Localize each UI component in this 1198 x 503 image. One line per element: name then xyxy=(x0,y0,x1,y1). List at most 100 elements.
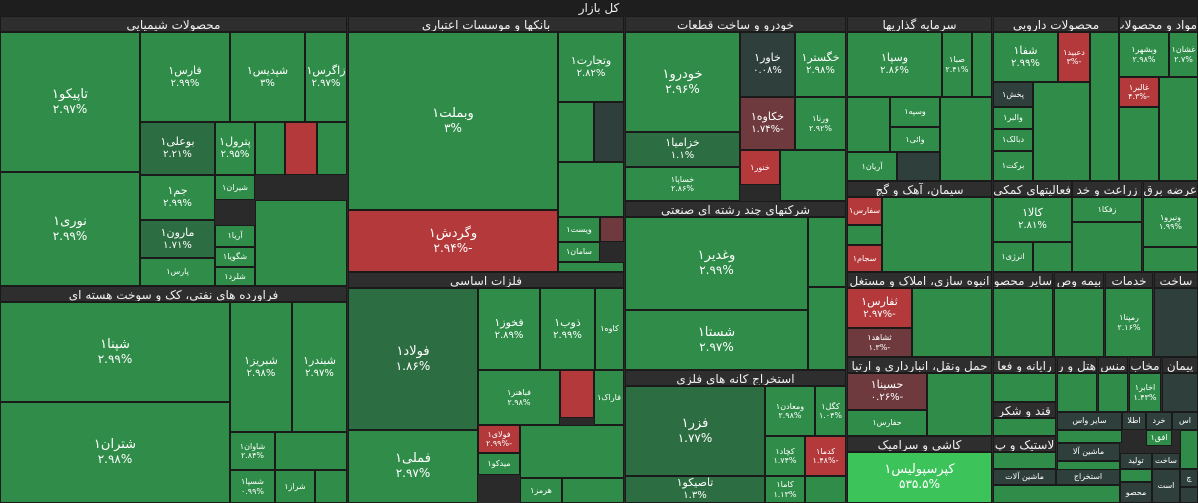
stock-tile[interactable]: کگل۱ ۱.۰۴% xyxy=(815,386,846,436)
stock-tile-unlabeled[interactable] xyxy=(993,418,1056,436)
stock-tile[interactable]: تاصیکو۱ ۱.۳% xyxy=(625,476,765,503)
stock-tile-unlabeled[interactable] xyxy=(285,122,317,175)
stock-tile[interactable]: است xyxy=(1152,469,1180,503)
stock-tile[interactable]: تولید xyxy=(1120,453,1152,469)
stock-tile-unlabeled[interactable] xyxy=(808,217,846,287)
sector-header[interactable]: عرضه برق، xyxy=(1143,181,1198,197)
stock-tile[interactable]: خنور۱ xyxy=(740,150,780,185)
stock-tile[interactable]: شسپا۱ ۰.۹۹% xyxy=(230,470,275,503)
stock-tile[interactable]: فاراک۱ xyxy=(594,370,624,425)
stock-tile[interactable]: کاوه۱ xyxy=(595,288,624,370)
stock-tile-unlabeled[interactable] xyxy=(558,162,624,217)
stock-tile[interactable]: ونیرو۱ ۱.۹۹% xyxy=(1143,197,1198,247)
sector-header[interactable]: استخراج کانه های فلزی xyxy=(625,370,846,386)
sector-header[interactable]: محصولات دارویی xyxy=(993,16,1119,32)
stock-tile-unlabeled[interactable] xyxy=(315,470,347,503)
stock-tile[interactable]: ورنا۱ ۲.۹۲% xyxy=(795,97,846,150)
stock-tile[interactable]: میدکو۱ xyxy=(478,453,520,475)
stock-tile[interactable]: محصو xyxy=(1120,482,1152,503)
stock-tile[interactable]: استخراج xyxy=(1056,469,1120,485)
stock-tile-unlabeled[interactable] xyxy=(520,425,624,478)
stock-tile[interactable]: حفارس۱ xyxy=(847,410,927,436)
stock-tile-unlabeled[interactable] xyxy=(1072,222,1142,272)
sector-header[interactable]: پیمان xyxy=(1162,357,1198,373)
sector-header[interactable]: فعالیتهای کمکی xyxy=(993,181,1072,197)
stock-tile[interactable]: خودرو۱ ۲.۹۶% xyxy=(625,32,740,132)
stock-tile-unlabeled[interactable] xyxy=(1143,247,1198,272)
stock-tile-unlabeled[interactable] xyxy=(993,288,1053,357)
stock-tile[interactable]: فزر۱ ۱.۷۷% xyxy=(625,386,765,476)
stock-tile[interactable]: ثشاهد۱ -۱.۳% xyxy=(847,328,912,357)
stock-tile[interactable]: ماشین آلا xyxy=(1057,443,1120,461)
sector-header[interactable]: محصولات شیمیایی xyxy=(0,16,347,32)
sector-header[interactable]: قند و شکر xyxy=(993,402,1056,418)
stock-tile[interactable]: چ xyxy=(1180,469,1198,487)
stock-tile[interactable]: خکاوه۱ -۱.۷۴% xyxy=(740,97,795,150)
stock-tile-unlabeled[interactable] xyxy=(317,122,347,175)
sector-header[interactable]: منس xyxy=(1098,357,1128,373)
stock-tile[interactable]: وگردش۱ -۲.۹۴% xyxy=(348,210,558,272)
stock-tile[interactable]: اس xyxy=(1172,412,1198,430)
stock-tile[interactable]: وسپه۱ xyxy=(890,97,940,127)
stock-tile[interactable]: فملی۱ ۲.۹۷% xyxy=(348,430,478,503)
stock-tile[interactable]: هرمز۱ xyxy=(520,478,562,503)
sector-header[interactable]: مواد و محصولات غذایی xyxy=(1119,16,1198,32)
stock-tile[interactable]: صبا۱ ۲.۴۱% xyxy=(942,32,972,97)
stock-tile-unlabeled[interactable] xyxy=(1154,288,1198,357)
stock-tile-unlabeled[interactable] xyxy=(1054,288,1104,357)
stock-tile[interactable]: زفکا۱ xyxy=(1072,197,1142,222)
stock-tile[interactable]: ساخت xyxy=(1152,453,1180,469)
stock-tile-unlabeled[interactable] xyxy=(1033,242,1072,272)
stock-tile-unlabeled[interactable] xyxy=(940,97,992,181)
stock-tile[interactable]: کچاد۱ ۱.۷۴% xyxy=(765,436,805,476)
stock-tile[interactable]: شپدیس۱ ۳% xyxy=(230,32,305,122)
stock-tile-unlabeled[interactable] xyxy=(1098,373,1128,412)
stock-tile-unlabeled[interactable] xyxy=(912,288,992,357)
stock-tile[interactable]: شپنا۱ ۲.۹۹% xyxy=(0,302,230,402)
sector-header[interactable]: کاشی و سرامیک xyxy=(847,436,992,452)
stock-tile-unlabeled[interactable] xyxy=(558,262,624,272)
stock-tile-unlabeled[interactable] xyxy=(1162,373,1198,412)
stock-tile[interactable]: کدما۱ -۱.۴۸% xyxy=(805,436,846,476)
stock-tile[interactable]: ومعادن۱ ۲.۹۸% xyxy=(765,386,815,436)
stock-tile-unlabeled[interactable] xyxy=(927,373,992,436)
stock-tile[interactable]: انرژی۱ xyxy=(993,242,1033,272)
sector-header[interactable]: لاستیک و پ xyxy=(993,436,1056,452)
sector-header[interactable]: فلزات اساسی xyxy=(348,272,624,288)
stock-tile[interactable]: فباهنر۱ ۲.۹۸% xyxy=(478,370,560,425)
stock-tile-unlabeled[interactable] xyxy=(1057,430,1122,443)
stock-tile[interactable]: ثفارس۱ -۲.۹۷% xyxy=(847,288,912,328)
stock-tile-unlabeled[interactable] xyxy=(1120,469,1152,482)
stock-tile[interactable]: برکت۱ xyxy=(993,151,1033,181)
stock-tile-unlabeled[interactable] xyxy=(1033,82,1090,181)
sector-header[interactable]: بیمه وص xyxy=(1054,272,1104,288)
sector-header[interactable]: خودرو و ساخت قطعات xyxy=(625,16,846,32)
sector-header[interactable]: فراورده های نفتی، کک و سوخت هسته ای xyxy=(0,286,347,302)
stock-tile[interactable]: خگستر۱ ۲.۹۸% xyxy=(795,32,846,97)
stock-tile[interactable]: وبشهر۱ ۲.۹۸% xyxy=(1119,32,1169,77)
sector-header[interactable]: حمل ونقل، انبارداری و ارتبا xyxy=(847,357,992,373)
sector-header[interactable]: مخاب xyxy=(1129,357,1161,373)
stock-tile-unlabeled[interactable] xyxy=(1180,430,1198,469)
stock-tile[interactable]: سایر واس xyxy=(1057,412,1122,430)
sector-header[interactable]: زراعت و خد xyxy=(1072,181,1142,197)
stock-tile-unlabeled[interactable] xyxy=(805,476,846,503)
sector-header[interactable]: ساخت xyxy=(1154,272,1198,288)
stock-tile-unlabeled[interactable] xyxy=(560,370,594,418)
stock-tile[interactable]: حسینا۱ -۰.۲۶% xyxy=(847,373,927,410)
stock-tile[interactable]: سجام۱ xyxy=(847,245,882,272)
stock-tile[interactable]: فارس۱ ۲.۹۹% xyxy=(140,32,230,122)
stock-tile[interactable]: غالبر۱ -۴.۳% xyxy=(1119,77,1159,107)
stock-tile[interactable]: پترول۱ ۲.۹۵% xyxy=(215,122,255,175)
stock-tile-unlabeled[interactable] xyxy=(897,152,940,181)
stock-tile[interactable]: زاگرس۱ ۲.۹۷% xyxy=(305,32,347,122)
stock-tile-unlabeled[interactable] xyxy=(1159,77,1198,181)
stock-tile[interactable]: سامان۱ xyxy=(558,242,600,262)
stock-tile[interactable]: شفا۱ ۲.۹۹% xyxy=(993,32,1058,82)
stock-tile[interactable]: ذوب۱ ۲.۹۹% xyxy=(540,288,595,370)
stock-tile[interactable]: آریان۱ xyxy=(847,152,897,181)
stock-tile-unlabeled[interactable] xyxy=(847,225,882,245)
stock-tile[interactable]: شاوان۱ ۲.۸۴% xyxy=(230,432,275,470)
sector-header[interactable]: هتل و ر xyxy=(1057,357,1097,373)
stock-tile[interactable]: شتران۱ ۲.۹۸% xyxy=(0,402,230,503)
